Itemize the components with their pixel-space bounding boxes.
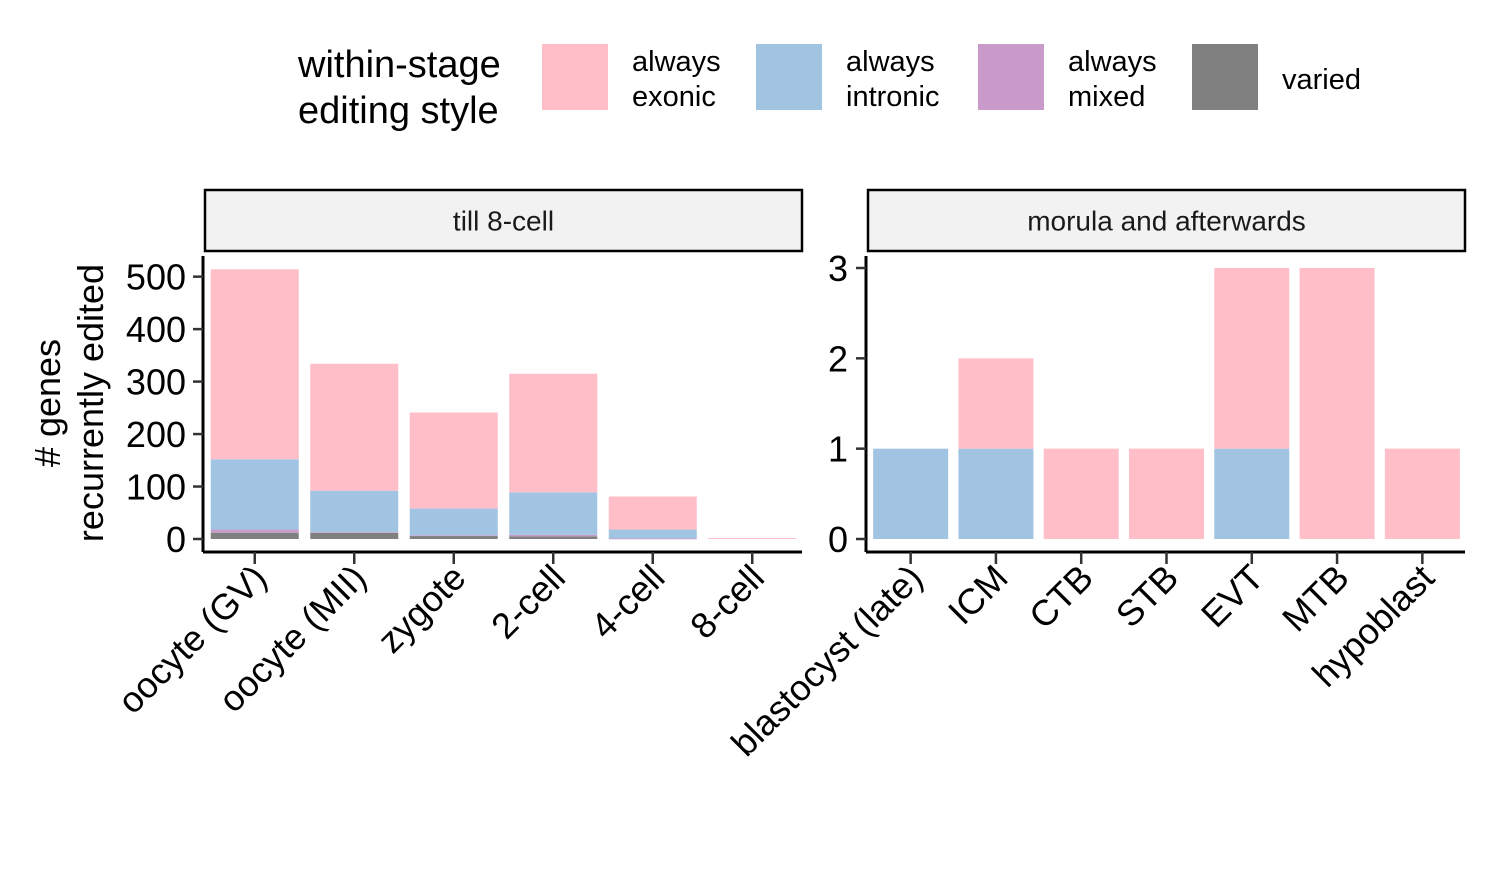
bar-icm-always-exonic: [958, 358, 1034, 449]
bar-8-cell-always-exonic: [708, 537, 797, 539]
bar-2-cell-always-exonic: [509, 373, 598, 493]
legend-key-always-intronic: [756, 44, 822, 110]
bar-4-cell-always-intronic: [608, 529, 697, 539]
x-tick-label-icm: ICM: [940, 557, 1016, 633]
x-tick-label-evt: EVT: [1193, 557, 1272, 636]
y-tick-label: 400: [126, 309, 186, 350]
legend-label-varied: varied: [1282, 64, 1361, 96]
y-tick-label: 200: [126, 414, 186, 455]
bar-oocyte-gv-varied: [210, 532, 299, 539]
y-tick-label: 1: [828, 429, 848, 470]
bar-hypoblast-always-exonic: [1384, 448, 1460, 539]
legend-key-always-mixed: [978, 44, 1044, 110]
bar-2-cell-always-mixed: [509, 534, 598, 537]
y-tick-label: 100: [126, 467, 186, 508]
legend-label-line: always: [1068, 46, 1157, 78]
bar-blastocyst-late-always-intronic: [873, 448, 949, 539]
bar-2-cell-always-intronic: [509, 492, 598, 535]
legend-key-varied: [1192, 44, 1258, 110]
legend-title-line: within-stage: [297, 44, 501, 86]
bar-zygote-always-mixed: [409, 535, 498, 537]
y-axis-title-line: recurrently edited: [70, 264, 111, 542]
bar-oocyte-mii-always-exonic: [310, 363, 399, 491]
bar-evt-always-intronic: [1214, 448, 1290, 539]
bar-zygote-varied: [409, 535, 498, 539]
legend-label-always-exonic: always exonic: [632, 46, 721, 113]
bar-oocyte-gv-always-mixed: [210, 529, 299, 533]
legend-key-always-exonic: [542, 44, 608, 110]
legend-title-line: editing style: [298, 90, 499, 132]
panel-strip: [866, 188, 1467, 253]
panel-strip-label: morula and afterwards: [1027, 206, 1306, 237]
bar-mtb-always-exonic: [1299, 268, 1375, 539]
y-tick-label: 0: [166, 519, 186, 560]
bar-zygote-always-exonic: [409, 412, 498, 509]
bar-oocyte-mii-always-mixed: [310, 532, 399, 533]
y-tick-label: 500: [126, 257, 186, 298]
legend-label-line: exonic: [632, 81, 716, 113]
legend-label-line: always: [846, 46, 935, 78]
legend-label-line: intronic: [846, 81, 940, 113]
x-tick-label-zygote: zygote: [369, 557, 473, 661]
bar-icm-always-intronic: [958, 448, 1034, 539]
legend-label-always-intronic: always intronic: [846, 46, 940, 113]
y-tick-label: 3: [828, 248, 848, 289]
bar-stb-always-exonic: [1129, 448, 1204, 539]
bar-4-cell-always-mixed: [608, 538, 697, 540]
x-tick-label-4-cell: 4-cell: [583, 557, 673, 647]
y-tick-label: 0: [828, 519, 848, 560]
bar-zygote-always-intronic: [409, 508, 498, 536]
bar-oocyte-gv-always-intronic: [210, 459, 299, 530]
bar-4-cell-always-exonic: [608, 496, 697, 530]
y-axis-title: # genesrecurrently edited: [27, 264, 111, 542]
bar-oocyte-gv-always-exonic: [210, 269, 299, 460]
x-tick-label-ctb: CTB: [1021, 557, 1101, 637]
legend-title: within-stage editing style: [297, 44, 501, 132]
legend-label-line: varied: [1282, 64, 1361, 96]
x-tick-label-stb: STB: [1108, 557, 1186, 635]
y-axis-title-line: # genes: [27, 339, 68, 467]
panel-strip: [203, 188, 804, 253]
legend-label-line: mixed: [1068, 81, 1145, 113]
bar-evt-always-exonic: [1214, 268, 1290, 449]
y-tick-label: 2: [828, 338, 848, 379]
bar-ctb-always-exonic: [1043, 448, 1119, 539]
bar-oocyte-mii-varied: [310, 532, 399, 539]
x-tick-label-2-cell: 2-cell: [483, 557, 573, 647]
legend-label-line: always: [632, 46, 721, 78]
y-axis-title-text: # genesrecurrently edited: [27, 264, 111, 542]
y-tick-label: 300: [126, 362, 186, 403]
x-tick-label-8-cell: 8-cell: [682, 557, 772, 647]
legend-label-always-mixed: always mixed: [1068, 46, 1157, 113]
panel-strip-label: till 8-cell: [453, 206, 554, 237]
bar-2-cell-varied: [509, 536, 598, 539]
bar-oocyte-mii-always-intronic: [310, 490, 399, 533]
